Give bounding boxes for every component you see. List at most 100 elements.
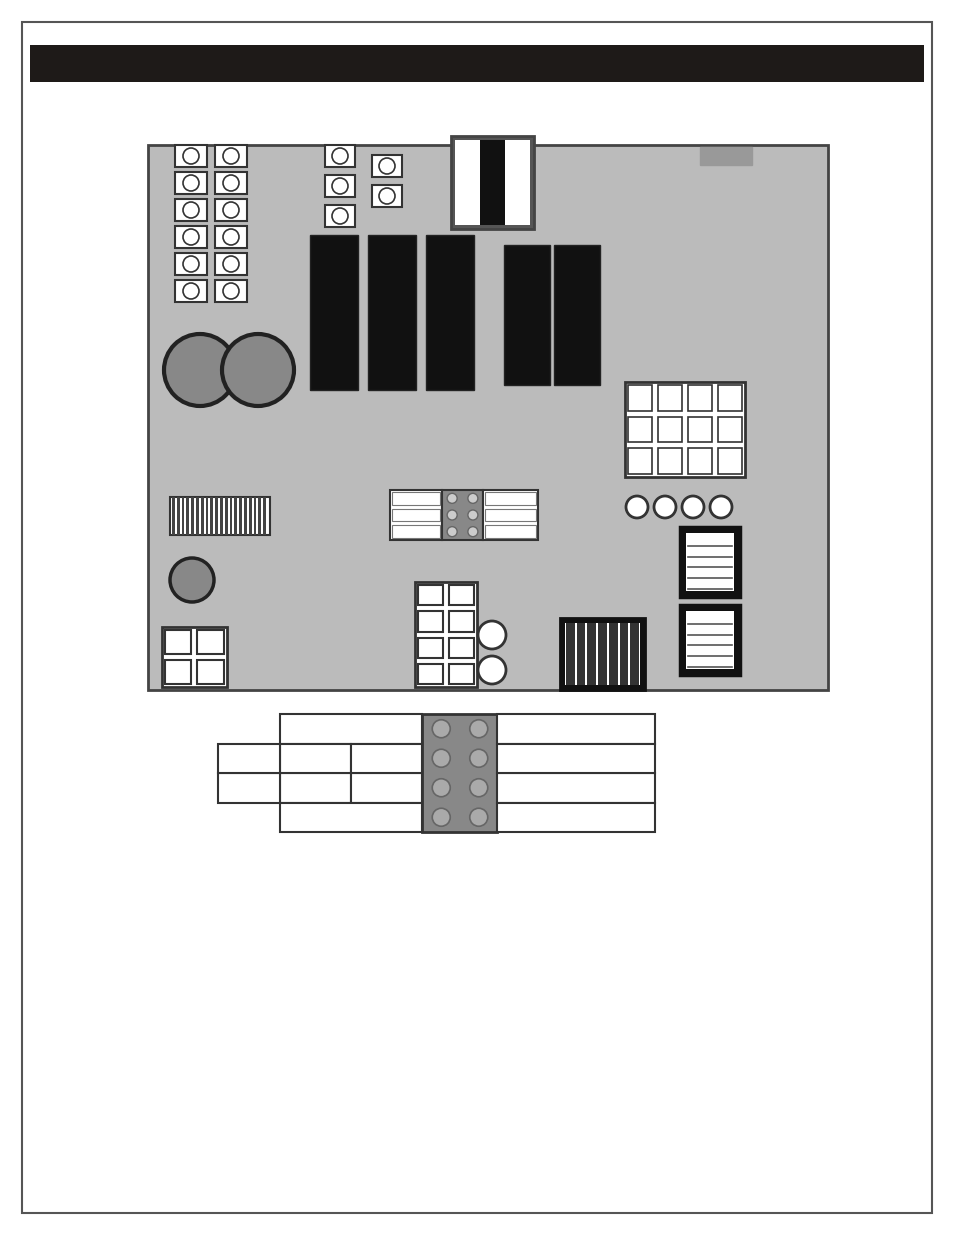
Bar bbox=[174, 280, 207, 303]
Bar bbox=[627, 416, 651, 442]
Circle shape bbox=[183, 203, 199, 219]
Circle shape bbox=[164, 333, 235, 406]
Bar bbox=[685, 611, 733, 669]
Bar bbox=[441, 490, 483, 540]
Circle shape bbox=[432, 750, 450, 767]
Bar bbox=[485, 525, 536, 538]
Bar bbox=[577, 622, 585, 685]
Bar bbox=[718, 448, 741, 474]
Circle shape bbox=[467, 526, 477, 537]
Bar bbox=[630, 622, 639, 685]
Circle shape bbox=[469, 808, 487, 826]
Bar bbox=[325, 205, 355, 227]
Circle shape bbox=[467, 510, 477, 520]
Circle shape bbox=[223, 256, 239, 272]
Bar bbox=[214, 172, 247, 194]
Bar bbox=[214, 199, 247, 221]
Bar bbox=[718, 385, 741, 411]
Bar bbox=[174, 253, 207, 275]
Bar bbox=[426, 235, 474, 390]
Bar bbox=[280, 714, 422, 743]
Circle shape bbox=[183, 175, 199, 191]
Bar bbox=[197, 659, 224, 684]
Circle shape bbox=[625, 496, 647, 517]
Bar bbox=[372, 156, 401, 177]
Circle shape bbox=[183, 148, 199, 164]
Bar bbox=[479, 140, 504, 225]
Bar bbox=[685, 534, 733, 592]
Bar bbox=[497, 773, 655, 803]
Bar bbox=[200, 496, 204, 535]
Bar bbox=[170, 496, 270, 535]
Bar bbox=[485, 492, 536, 505]
Bar bbox=[310, 235, 357, 390]
Bar bbox=[679, 527, 740, 597]
Circle shape bbox=[477, 621, 505, 650]
Bar bbox=[392, 525, 439, 538]
Bar bbox=[218, 743, 280, 773]
Circle shape bbox=[332, 178, 348, 194]
Circle shape bbox=[223, 203, 239, 219]
Circle shape bbox=[223, 283, 239, 299]
Bar bbox=[214, 226, 247, 248]
Bar bbox=[679, 605, 740, 676]
Bar bbox=[658, 416, 681, 442]
Bar bbox=[700, 147, 751, 165]
Bar bbox=[325, 175, 355, 198]
Bar bbox=[263, 496, 266, 535]
Circle shape bbox=[378, 158, 395, 174]
Bar bbox=[280, 743, 351, 773]
Circle shape bbox=[469, 779, 487, 797]
Circle shape bbox=[681, 496, 703, 517]
Bar bbox=[415, 582, 476, 687]
Bar bbox=[658, 448, 681, 474]
Circle shape bbox=[447, 510, 456, 520]
Bar bbox=[497, 803, 655, 832]
Bar bbox=[687, 416, 711, 442]
Bar bbox=[258, 496, 261, 535]
Circle shape bbox=[709, 496, 731, 517]
Bar bbox=[503, 245, 550, 385]
Bar bbox=[618, 622, 628, 685]
Bar bbox=[598, 622, 606, 685]
Bar bbox=[325, 144, 355, 167]
Bar bbox=[280, 773, 351, 803]
Bar bbox=[214, 253, 247, 275]
Bar bbox=[220, 496, 223, 535]
Bar bbox=[174, 172, 207, 194]
Bar bbox=[197, 630, 224, 655]
Circle shape bbox=[432, 720, 450, 737]
Circle shape bbox=[477, 656, 505, 684]
Bar bbox=[215, 496, 218, 535]
Bar bbox=[627, 385, 651, 411]
Bar bbox=[174, 144, 207, 167]
Circle shape bbox=[654, 496, 676, 517]
Bar bbox=[239, 496, 242, 535]
Bar bbox=[206, 496, 209, 535]
Bar bbox=[417, 611, 442, 631]
Bar bbox=[564, 622, 639, 685]
Bar bbox=[417, 663, 442, 684]
Bar bbox=[497, 743, 655, 773]
Bar bbox=[504, 140, 530, 225]
Bar bbox=[451, 136, 534, 228]
Bar bbox=[249, 496, 252, 535]
Circle shape bbox=[467, 493, 477, 504]
Circle shape bbox=[183, 256, 199, 272]
Bar bbox=[392, 509, 439, 521]
Bar bbox=[449, 585, 474, 605]
Bar bbox=[351, 773, 422, 803]
Bar bbox=[627, 448, 651, 474]
Bar bbox=[624, 382, 744, 477]
Circle shape bbox=[378, 188, 395, 204]
Circle shape bbox=[223, 228, 239, 245]
Bar bbox=[172, 496, 174, 535]
Bar bbox=[351, 743, 422, 773]
Circle shape bbox=[447, 526, 456, 537]
Circle shape bbox=[332, 148, 348, 164]
Bar bbox=[565, 622, 574, 685]
Bar bbox=[234, 496, 237, 535]
Circle shape bbox=[432, 808, 450, 826]
Bar bbox=[244, 496, 247, 535]
Bar bbox=[417, 637, 442, 658]
